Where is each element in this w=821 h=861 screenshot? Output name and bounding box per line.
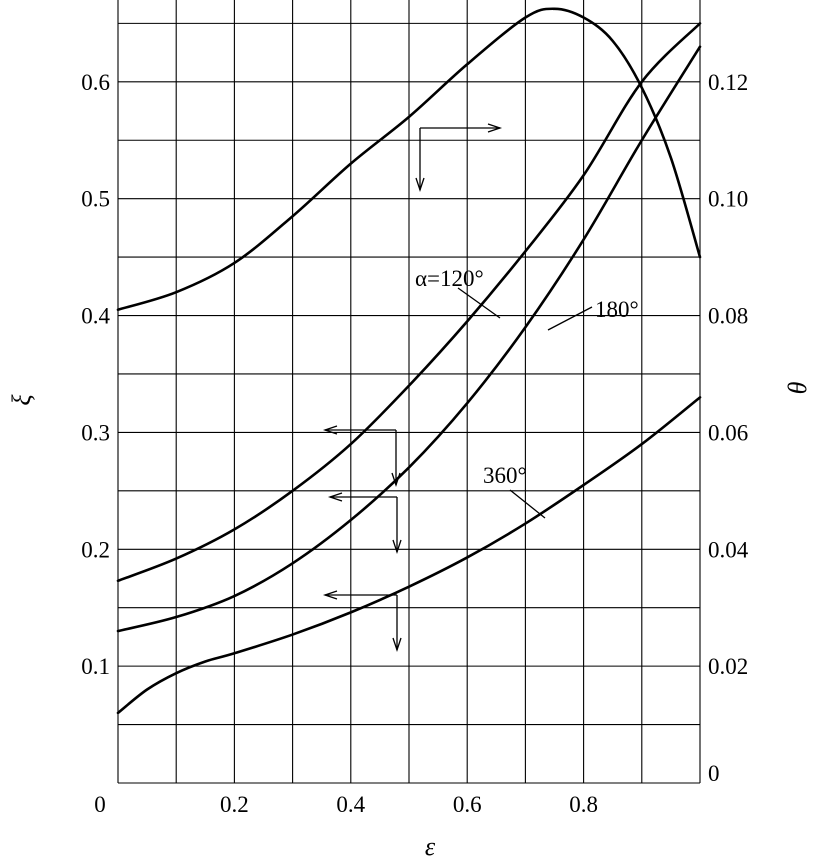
arrow-head bbox=[322, 425, 338, 435]
grid bbox=[117, 0, 701, 784]
y-axis-title-left: ξ bbox=[7, 394, 36, 406]
label-leader bbox=[547, 306, 593, 331]
y-tick-label-right: 0.04 bbox=[708, 537, 749, 562]
arrow-head bbox=[391, 472, 401, 488]
arrow-head bbox=[322, 590, 338, 600]
y-tick-label-left: 0.2 bbox=[81, 537, 110, 562]
y-tick-label-right: 0 bbox=[708, 761, 720, 786]
y-tick-label-left: 0.4 bbox=[81, 304, 110, 329]
xi-axis-indicator bbox=[330, 496, 398, 552]
curve-theta bbox=[116, 7, 702, 311]
x-tick-label: 0 bbox=[94, 792, 106, 817]
label-leader bbox=[509, 489, 546, 519]
tick-labels: 0 0.2 0.4 0.6 0.8 0.1 0.2 0.3 0.4 0.5 0.6 0 0.02 0.04… bbox=[81, 70, 749, 817]
theta-axis-indicator bbox=[419, 127, 500, 190]
y-tick-label-left: 0.5 bbox=[81, 187, 110, 212]
annotations: α=120° 180° 360° bbox=[322, 123, 639, 653]
y-axis-title-right: θ bbox=[783, 381, 812, 394]
label-leader bbox=[457, 287, 501, 319]
curve-alpha-180 bbox=[116, 45, 702, 633]
curve-alpha-360 bbox=[116, 396, 702, 715]
y-tick-label-right: 0.08 bbox=[708, 304, 748, 329]
y-tick-label-left: 0.6 bbox=[81, 70, 110, 95]
arrow-head bbox=[415, 177, 425, 193]
x-tick-label: 0.8 bbox=[569, 792, 598, 817]
series-label: 180° bbox=[595, 297, 639, 322]
x-tick-label: 0.2 bbox=[220, 792, 249, 817]
x-tick-label: 0.6 bbox=[453, 792, 482, 817]
y-tick-label-right: 0.12 bbox=[708, 70, 748, 95]
arrow-head bbox=[392, 637, 402, 653]
y-tick-label-right: 0.10 bbox=[708, 187, 748, 212]
x-tick-label: 0.4 bbox=[336, 792, 365, 817]
xi-axis-indicator bbox=[325, 594, 398, 650]
curves bbox=[116, 7, 702, 715]
arrow-head bbox=[487, 123, 503, 133]
y-tick-label-left: 0.3 bbox=[81, 420, 110, 445]
y-tick-label-right: 0.06 bbox=[708, 420, 748, 445]
arrow-head bbox=[327, 492, 343, 502]
series-label: 360° bbox=[483, 463, 527, 488]
y-tick-label-left: 0.1 bbox=[81, 654, 110, 679]
y-tick-label-right: 0.02 bbox=[708, 654, 748, 679]
xi-axis-indicator bbox=[325, 429, 397, 485]
series-label: α=120° bbox=[415, 266, 484, 291]
curve-alpha-120 bbox=[116, 22, 702, 583]
x-axis-title: ε bbox=[425, 832, 436, 861]
arrow-head bbox=[392, 539, 402, 555]
